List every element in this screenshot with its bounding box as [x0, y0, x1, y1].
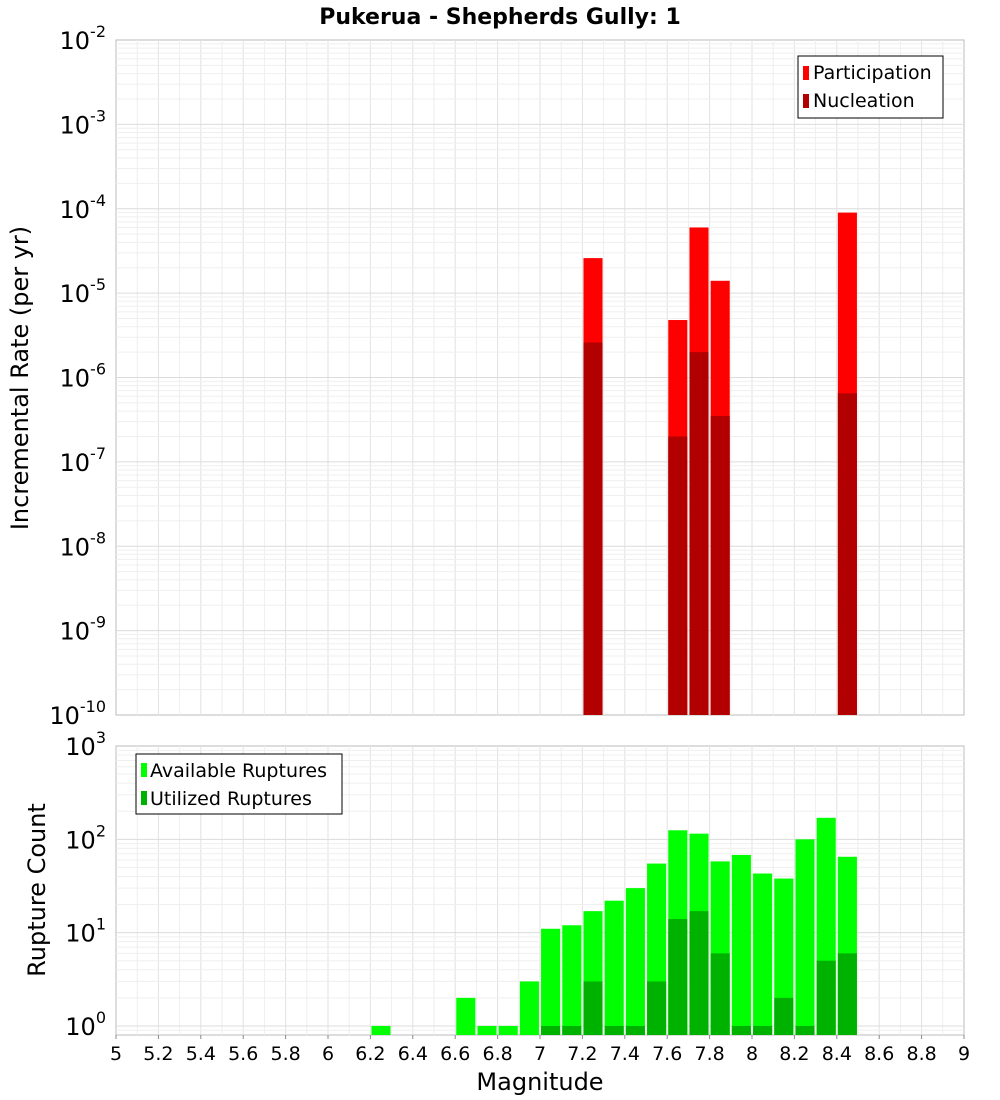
- legend-swatch-participation: [803, 66, 809, 80]
- bar-utilized-ruptures-7-55: [647, 981, 667, 1035]
- legend-swatch-utilized: [141, 791, 147, 805]
- bar-available-ruptures-6-95: [519, 981, 539, 1035]
- bar-utilized-ruptures-7-35: [604, 1025, 624, 1035]
- x-tick-label: 8: [746, 1043, 758, 1065]
- x-tick-label: 8.4: [822, 1043, 852, 1065]
- bar-utilized-ruptures-8-15: [774, 997, 794, 1035]
- bar-available-ruptures-7-35: [604, 900, 624, 1035]
- bar-available-ruptures-7-05: [541, 928, 561, 1035]
- y-tick-label: 10-2: [60, 22, 107, 55]
- bar-utilized-ruptures-8-05: [753, 1025, 773, 1035]
- y-tick-label: 10-9: [60, 613, 107, 646]
- y-tick-label: 10-4: [60, 191, 107, 224]
- x-tick-label: 5.2: [143, 1043, 173, 1065]
- legend-label-nucleation: Nucleation: [813, 90, 915, 112]
- legend-label-utilized: Utilized Ruptures: [150, 788, 312, 810]
- bar-nucleation-7-75: [689, 352, 709, 715]
- bar-available-ruptures-6-85: [498, 1025, 518, 1035]
- x-tick-label: 5.4: [186, 1043, 216, 1065]
- y-tick-label: 101: [65, 915, 106, 948]
- x-tick-label: 9: [958, 1043, 970, 1065]
- bar-utilized-ruptures-7-45: [625, 1025, 645, 1035]
- x-tick-label: 7.6: [652, 1043, 682, 1065]
- y-tick-label: 10-5: [60, 275, 107, 308]
- bar-utilized-ruptures-8-35: [816, 960, 836, 1035]
- x-tick-label: 6.2: [355, 1043, 385, 1065]
- x-tick-labels: 5 5.2 5.4 5.6 5.8 6 6.2 6.4 6.6 6.8 7 7.2 7.4 7.6 7.8 8…: [110, 1035, 970, 1065]
- bar-utilized-ruptures-7-15: [562, 1025, 582, 1035]
- bar-nucleation-8-45: [837, 393, 857, 715]
- bar-available-ruptures-7-95: [731, 854, 751, 1035]
- x-tick-label: 5.6: [228, 1043, 258, 1065]
- bar-utilized-ruptures-7-65: [668, 919, 688, 1035]
- bottom-y-axis-label: Rupture Count: [23, 803, 51, 977]
- top-grid: [116, 40, 964, 715]
- y-tick-label: 103: [65, 728, 106, 761]
- x-tick-label: 5.8: [270, 1043, 300, 1065]
- y-tick-label: 102: [65, 821, 106, 854]
- bottom-legend-box: [135, 753, 343, 815]
- y-tick-label: 10-8: [60, 528, 107, 561]
- bar-available-ruptures-8-15: [774, 878, 794, 1035]
- top-bars: [583, 212, 857, 716]
- x-tick-label: 6.6: [440, 1043, 470, 1065]
- x-tick-label: 7: [534, 1043, 546, 1065]
- x-tick-label: 8.2: [779, 1043, 809, 1065]
- bar-utilized-ruptures-7-05: [541, 1025, 561, 1035]
- top-y-axis-label: Incremental Rate (per yr): [6, 226, 34, 530]
- x-tick-label: 8.6: [864, 1043, 894, 1065]
- y-tick-label: 100: [65, 1008, 106, 1041]
- bar-available-ruptures-8-25: [795, 839, 815, 1035]
- top-panel: 10-10 10-9 10-8 10-7 10-6 10-5 10-4 10-3 10-2 In…: [6, 22, 965, 730]
- bar-available-ruptures-7-15: [562, 925, 582, 1035]
- chart-title: Pukerua - Shepherds Gully: 1: [319, 5, 681, 30]
- y-tick-label: 10-10: [49, 697, 106, 730]
- y-tick-label: 10-6: [60, 360, 107, 393]
- bar-utilized-ruptures-7-25: [583, 981, 603, 1035]
- bar-utilized-ruptures-7-95: [731, 1025, 751, 1035]
- legend-label-available: Available Ruptures: [150, 760, 327, 782]
- legend-swatch-available: [141, 763, 147, 777]
- bottom-legend: Available Ruptures Utilized Ruptures: [135, 753, 343, 815]
- top-legend-box: [797, 55, 944, 119]
- legend-label-participation: Participation: [813, 62, 932, 84]
- bar-nucleation-7-85: [710, 415, 730, 715]
- bar-utilized-ruptures-8-25: [795, 1025, 815, 1035]
- x-tick-label: 6.8: [482, 1043, 512, 1065]
- top-legend: Participation Nucleation: [797, 55, 944, 119]
- bar-nucleation-7-25: [583, 342, 603, 715]
- top-y-tick-labels: 10-10 10-9 10-8 10-7 10-6 10-5 10-4 10-3 10-2: [49, 22, 106, 730]
- y-tick-label: 10-7: [60, 444, 107, 477]
- bar-utilized-ruptures-7-75: [689, 911, 709, 1035]
- y-tick-label: 10-3: [60, 106, 107, 139]
- x-axis-label: Magnitude: [476, 1068, 603, 1096]
- x-tick-label: 6.4: [398, 1043, 428, 1065]
- bottom-bars: [371, 817, 857, 1035]
- legend-swatch-nucleation: [803, 94, 809, 108]
- bar-available-ruptures-6-25: [371, 1025, 391, 1035]
- x-tick-label: 7.2: [567, 1043, 597, 1065]
- bar-available-ruptures-6-75: [477, 1025, 497, 1035]
- x-tick-label: 6: [322, 1043, 334, 1065]
- bar-available-ruptures-7-45: [625, 888, 645, 1035]
- x-tick-label: 8.8: [906, 1043, 936, 1065]
- bar-available-ruptures-6-65: [456, 997, 476, 1035]
- x-tick-label: 7.4: [610, 1043, 640, 1065]
- bar-nucleation-7-65: [668, 436, 688, 715]
- bottom-panel: 100 101 102 103 5 5.2 5.4 5.6 5.8 6 6.2 6.4 6.6 6.8 7…: [23, 728, 970, 1096]
- x-tick-label: 7.8: [694, 1043, 724, 1065]
- bottom-y-tick-labels: 100 101 102 103: [65, 728, 106, 1041]
- bar-utilized-ruptures-8-45: [837, 953, 857, 1035]
- bar-utilized-ruptures-7-85: [710, 953, 730, 1035]
- x-tick-label: 5: [110, 1043, 122, 1065]
- bar-available-ruptures-8-05: [753, 873, 773, 1035]
